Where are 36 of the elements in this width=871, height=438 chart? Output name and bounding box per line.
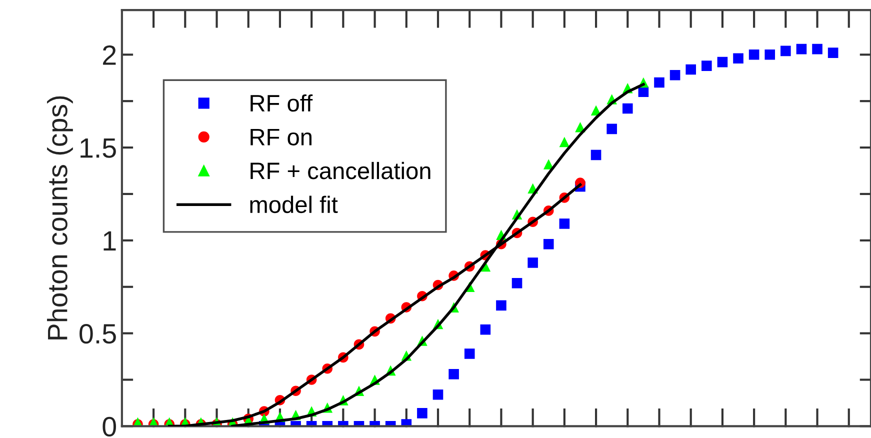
point [686, 64, 696, 75]
legend-label: RF + cancellation [250, 162, 430, 180]
point [733, 53, 744, 64]
y-tick-label: 0 [102, 416, 116, 437]
point [780, 46, 791, 56]
point [559, 218, 570, 229]
point [512, 278, 522, 288]
point [670, 70, 680, 80]
y-tick-label: 2 [103, 45, 116, 65]
point [606, 124, 617, 134]
point [828, 48, 838, 58]
point [496, 300, 506, 311]
point [654, 77, 664, 88]
y-axis-title: Photon counts (cps) [47, 96, 73, 340]
y-tick-label: 1.5 [80, 138, 116, 158]
point [464, 348, 475, 359]
point [559, 136, 570, 148]
legend-label: RF off [250, 94, 313, 112]
point [717, 56, 728, 68]
point [812, 44, 822, 54]
legend-label: model fit [250, 196, 338, 214]
point [417, 408, 428, 418]
legend-label: RF on [250, 128, 312, 146]
point [432, 389, 444, 400]
point [622, 103, 633, 114]
y-tick-label: 1 [104, 231, 116, 250]
point [748, 50, 760, 60]
point [528, 258, 538, 268]
point [543, 238, 554, 250]
point [590, 150, 602, 160]
point [796, 44, 807, 54]
point [448, 369, 459, 380]
point [702, 60, 712, 71]
y-tick-label: 0.5 [80, 324, 116, 344]
point [764, 50, 776, 60]
point [480, 324, 491, 335]
